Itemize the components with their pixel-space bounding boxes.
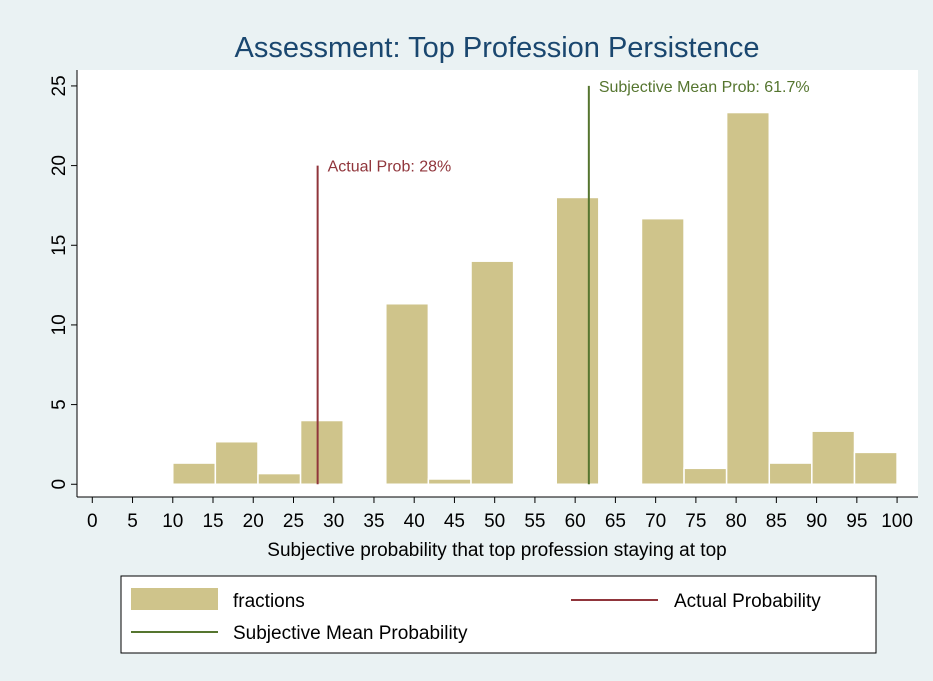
x-tick-label: 30 <box>323 511 344 532</box>
x-tick-label: 90 <box>806 511 827 532</box>
x-tick-label: 40 <box>404 511 425 532</box>
x-tick-label: 25 <box>283 511 304 532</box>
bar <box>811 430 856 486</box>
legend-label: Subjective Mean Probability <box>233 623 468 644</box>
x-tick-label: 5 <box>127 511 138 532</box>
y-tick-label: 0 <box>49 479 70 490</box>
x-tick-label: 0 <box>87 511 98 532</box>
legend-label: fractions <box>233 591 305 612</box>
bar <box>257 472 302 486</box>
y-tick-label: 5 <box>49 399 70 410</box>
x-tick-label: 100 <box>881 511 913 532</box>
chart-title: Assessment: Top Profession Persistence <box>235 32 760 64</box>
y-tick-label: 10 <box>49 314 70 335</box>
bar <box>385 302 430 486</box>
bar <box>555 196 600 486</box>
legend-label: Actual Probability <box>674 591 821 612</box>
x-tick-label: 70 <box>645 511 666 532</box>
bar <box>683 467 728 486</box>
reference-label: Actual Prob: 28% <box>328 159 452 176</box>
bar <box>725 111 771 486</box>
legend-swatch <box>131 588 218 610</box>
x-tick-label: 85 <box>766 511 787 532</box>
x-tick-label: 45 <box>444 511 465 532</box>
reference-label: Subjective Mean Prob: 61.7% <box>599 79 810 96</box>
x-axis-label: Subjective probability that top professi… <box>267 540 726 561</box>
x-tick-label: 80 <box>726 511 747 532</box>
x-tick-label: 95 <box>846 511 867 532</box>
legend <box>120 575 877 654</box>
x-tick-label: 50 <box>484 511 505 532</box>
x-tick-label: 60 <box>565 511 586 532</box>
bar <box>427 478 472 486</box>
x-tick-label: 75 <box>685 511 706 532</box>
bar <box>640 217 685 486</box>
bar <box>172 462 217 486</box>
bar <box>768 462 813 486</box>
y-tick-label: 25 <box>49 75 70 96</box>
bar <box>853 451 898 486</box>
x-tick-label: 15 <box>202 511 223 532</box>
x-tick-label: 20 <box>243 511 264 532</box>
x-tick-label: 55 <box>524 511 545 532</box>
x-tick-label: 35 <box>363 511 384 532</box>
x-tick-label: 10 <box>162 511 183 532</box>
bar <box>470 260 515 486</box>
bar <box>214 440 259 486</box>
x-tick-label: 65 <box>605 511 626 532</box>
y-tick-label: 20 <box>49 155 70 176</box>
bar <box>299 419 344 486</box>
y-tick-label: 15 <box>49 235 70 256</box>
